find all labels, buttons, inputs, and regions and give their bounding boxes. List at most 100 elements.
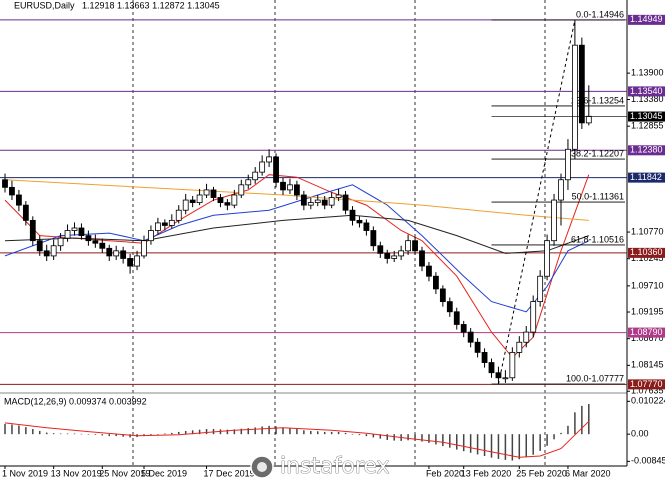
- macd-bar: [303, 430, 305, 435]
- macd-bar: [358, 434, 361, 436]
- macd-bar: [497, 434, 500, 459]
- candle-body: [578, 44, 585, 124]
- candle-body: [217, 197, 224, 204]
- candle-body: [113, 250, 120, 257]
- candle-body: [280, 181, 286, 191]
- watermark-logo-core: [257, 462, 267, 472]
- candle-body: [273, 156, 279, 183]
- level-label-box: [628, 86, 665, 97]
- macd-bar: [490, 434, 493, 458]
- macd-bar: [539, 434, 541, 451]
- watermark-group: instaforex: [250, 454, 390, 479]
- candle-body: [85, 235, 92, 242]
- macd-bar: [150, 434, 152, 436]
- macd-bar: [511, 434, 514, 461]
- last-price-box: [628, 111, 665, 122]
- candle-body: [141, 240, 147, 257]
- macd-bar: [310, 430, 312, 435]
- macd-bar: [525, 434, 527, 458]
- fib-label: 50.0-1.11361: [572, 191, 624, 201]
- x-tick-label: 6 Mar 2020: [565, 468, 611, 478]
- indicator-line: [4, 174, 590, 359]
- macd-bar: [574, 412, 576, 435]
- x-tick-label: 17 Dec 2019: [204, 468, 255, 478]
- macd-bar: [39, 430, 41, 435]
- candle-body: [15, 194, 22, 206]
- x-tick-label: 25 Feb 2020: [516, 468, 567, 478]
- macd-bar: [456, 434, 458, 450]
- candle-body: [544, 240, 550, 277]
- macd-bar: [226, 429, 229, 435]
- candle-body: [148, 230, 154, 242]
- candle-body: [224, 202, 231, 206]
- macd-bar: [546, 434, 548, 446]
- candle-body: [342, 194, 349, 211]
- candle-body: [488, 362, 495, 374]
- symbol-title: EURUSD,Daily: [14, 0, 75, 10]
- macd-bar: [344, 432, 347, 435]
- macd-bar: [421, 434, 423, 442]
- candle-body: [127, 258, 133, 267]
- candle-body: [398, 250, 405, 257]
- level-label: 1.07770: [630, 379, 663, 389]
- y-tick-label: 1.13900: [631, 67, 664, 77]
- level-label: 1.10360: [630, 247, 663, 257]
- candle-body: [64, 230, 71, 239]
- candle-body: [293, 184, 300, 196]
- candle-body: [134, 255, 140, 267]
- y-tick-label: 1.08145: [631, 360, 664, 370]
- fib-label: 23.6-1.13254: [571, 95, 624, 105]
- x-tick-label: Feb 2020: [426, 468, 464, 478]
- candle-body: [266, 156, 273, 163]
- macd-bar: [108, 434, 110, 437]
- y-tick-label: -0.008457: [631, 456, 665, 466]
- candle-body: [210, 189, 217, 198]
- candle-body: [50, 245, 57, 257]
- candle-body: [120, 250, 127, 259]
- candle-body: [203, 189, 210, 196]
- macd-bar: [386, 434, 388, 440]
- candle-body: [502, 377, 509, 380]
- candle-body: [460, 324, 467, 333]
- candle-body: [558, 179, 564, 201]
- candle-body: [2, 179, 8, 188]
- candle-body: [189, 199, 196, 204]
- candle-body: [99, 242, 106, 249]
- macd-bar: [87, 434, 90, 435]
- macd-bar: [275, 426, 277, 435]
- macd-bar: [588, 403, 590, 435]
- macd-bar: [393, 434, 395, 441]
- candle-body: [551, 199, 557, 242]
- fib-label: 38.2-1.12207: [571, 148, 624, 158]
- candle-body: [565, 148, 571, 181]
- ohlc-readout: 1.12918 1.13663 1.12872 1.13045: [82, 0, 220, 10]
- macd-bar: [59, 433, 62, 435]
- macd-bar: [18, 425, 20, 435]
- macd-bar: [282, 427, 284, 435]
- level-label: 1.08790: [630, 327, 663, 337]
- candle-body: [106, 247, 113, 257]
- candle-body: [377, 245, 384, 254]
- candle-body: [287, 184, 293, 191]
- macd-bar: [115, 434, 117, 437]
- macd-bar: [129, 434, 131, 438]
- level-label: 1.14949: [630, 14, 663, 24]
- candle-body: [495, 372, 502, 379]
- macd-bar: [476, 434, 479, 455]
- y-tick-label: 1.09710: [631, 280, 664, 290]
- candle-body: [307, 202, 314, 206]
- candle-body: [585, 115, 592, 124]
- macd-bar: [247, 428, 249, 435]
- macd-bar: [157, 434, 159, 435]
- macd-bar: [407, 434, 409, 441]
- macd-bar: [184, 430, 187, 435]
- candle-body: [349, 209, 356, 221]
- macd-bar: [191, 430, 194, 435]
- candle-body: [516, 341, 523, 353]
- candle-body: [481, 351, 488, 363]
- fib-label: 100.0-1.07777: [566, 373, 624, 383]
- candle-body: [321, 199, 328, 206]
- macd-bar: [323, 431, 326, 435]
